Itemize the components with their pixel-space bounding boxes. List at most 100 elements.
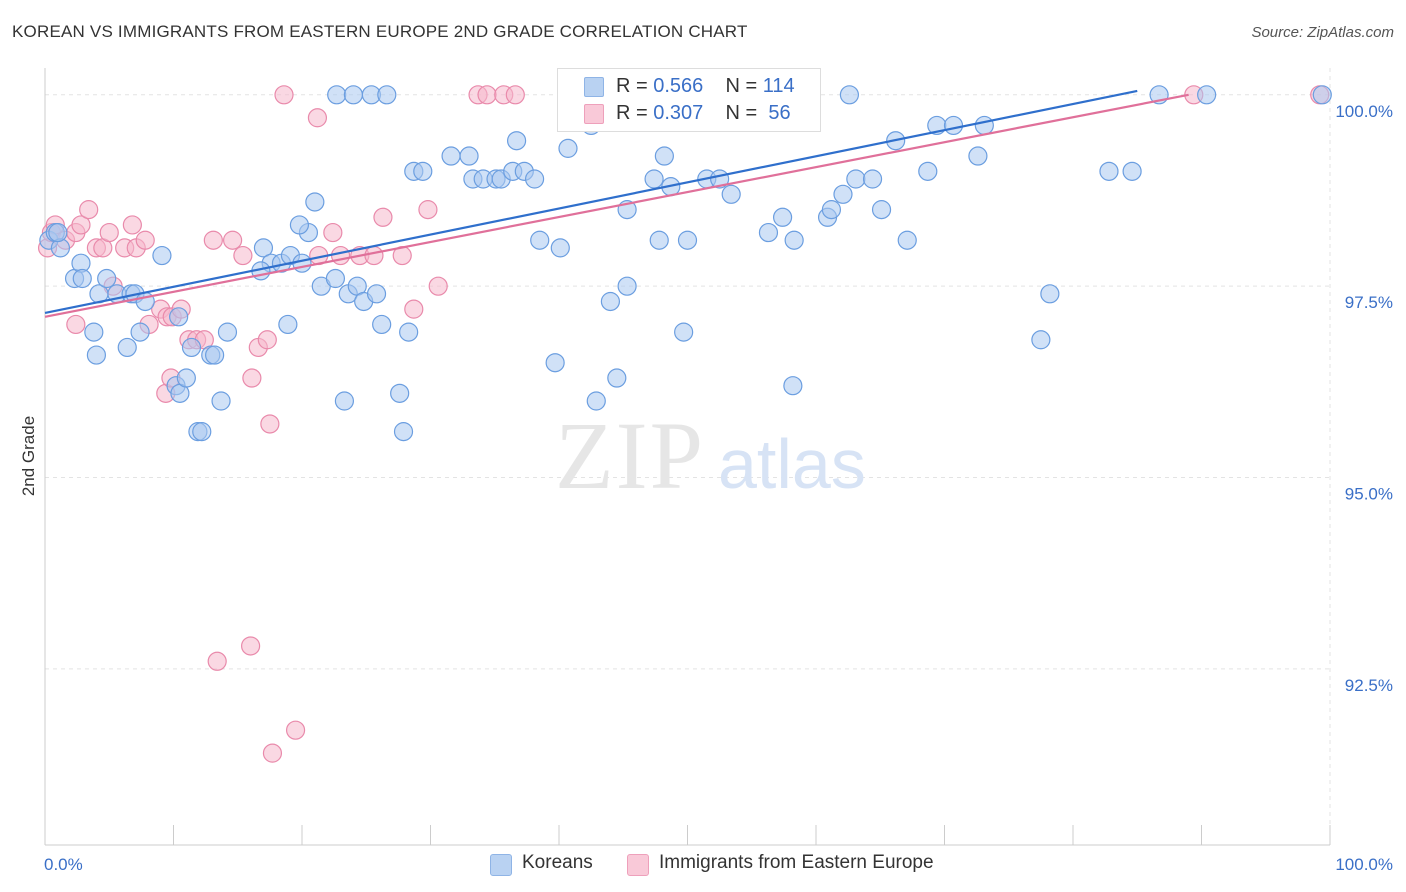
koreans-point-95 (943, 115, 964, 136)
y-tick-label-3: 100.0% (1335, 102, 1393, 121)
koreans-point-18 (169, 307, 189, 327)
legend-n-label: N = (725, 75, 763, 97)
immigrants-point-47 (207, 651, 227, 671)
koreans-point-52 (441, 146, 461, 166)
immigrants-point-40 (404, 299, 424, 319)
koreans-point-64 (558, 138, 578, 158)
koreans-point-61 (506, 131, 527, 151)
koreans-point-22 (217, 322, 238, 342)
koreans-point-67 (607, 368, 627, 388)
koreans-point-93 (918, 161, 938, 181)
immigrants-point-15 (66, 314, 86, 335)
immigrants-point-34 (323, 222, 343, 243)
koreans-point-28 (192, 422, 212, 442)
x-tick-label-max: 100.0% (1335, 855, 1393, 874)
koreans-point-23 (211, 391, 231, 411)
koreans-point-92 (897, 230, 917, 250)
legend-r-value: 0.307 (653, 102, 704, 124)
y-axis-title: 2nd Grade (19, 416, 38, 496)
koreans-point-21 (205, 345, 225, 365)
koreans-point-16 (130, 322, 150, 342)
koreans-point-45 (325, 268, 346, 289)
legend-r-label: R = (616, 75, 654, 97)
koreans-point-3 (48, 222, 68, 243)
immigrants-point-30 (257, 330, 277, 350)
koreans-point-81 (758, 222, 779, 243)
koreans-point-43 (366, 284, 387, 304)
immigrants-point-37 (364, 245, 384, 266)
koreans-point-100 (1099, 161, 1119, 181)
koreans-point-51 (413, 161, 433, 181)
koreans-point-17 (152, 245, 172, 266)
koreans-point-113 (1312, 85, 1332, 105)
koreans-point-29 (253, 238, 274, 258)
koreans-point-62 (530, 230, 550, 250)
koreans-point-35 (292, 253, 312, 273)
immigrants-point-32 (260, 414, 280, 434)
immigrants-point-51 (274, 85, 294, 105)
legend-r-label: R = (616, 102, 654, 124)
immigrants-point-9 (99, 222, 119, 243)
koreans-point-19 (181, 337, 202, 358)
legend-r-value: 0.566 (653, 75, 704, 97)
koreans-point-69 (600, 291, 621, 312)
immigrants-point-12 (122, 215, 142, 235)
koreans-point-74 (654, 146, 674, 166)
koreans-point-37 (289, 215, 310, 235)
koreans-point-83 (784, 230, 804, 250)
immigrants-point-44 (477, 85, 497, 105)
koreans-point-82 (772, 207, 793, 227)
koreans-point-13 (84, 322, 104, 342)
koreans-point-70 (617, 276, 637, 296)
koreans-point-96 (968, 146, 988, 166)
immigrants-point-6 (79, 200, 99, 220)
chart-source: Source: ZipAtlas.com (1251, 24, 1394, 41)
immigrants-point-26 (203, 230, 223, 250)
koreans-point-110 (839, 85, 860, 105)
immigrants-point-28 (233, 245, 253, 266)
axis-labels: 92.5% 95.0% 97.5% 100.0% 0.0% 100.0% 2nd Grade (19, 102, 1393, 874)
x-tick-label-min: 0.0% (44, 855, 83, 874)
immigrants-point-14 (135, 230, 155, 250)
legend-swatch-blue (584, 77, 604, 97)
legend-n-value: 56 (768, 102, 791, 124)
koreans-point-44 (372, 314, 392, 335)
legend-text-immigrants: R = 0.307 N = 56 (616, 102, 791, 125)
watermark-zip: ZIP (555, 402, 705, 509)
immigrants-point-27 (223, 230, 243, 250)
immigrants-point-49 (262, 743, 283, 763)
koreans-point-77 (674, 322, 694, 342)
correlation-legend: R = 0.566 N = 114 R = 0.307 N = 56 (557, 68, 821, 132)
koreans-point-49 (399, 322, 419, 342)
series-label-immigrants: Immigrants from Eastern Europe (659, 852, 934, 873)
legend-n-value: 114 (762, 75, 795, 97)
immigrants-point-42 (428, 276, 448, 296)
koreans-trend-line (44, 89, 1138, 315)
koreans-point-48 (393, 422, 414, 442)
koreans-point-76 (677, 230, 698, 250)
koreans-point-90 (871, 200, 892, 220)
koreans-point-88 (846, 169, 866, 189)
koreans-point-14 (86, 345, 107, 365)
chart-title: KOREAN VS IMMIGRANTS FROM EASTERN EUROPE… (12, 22, 748, 41)
immigrants-point-52 (307, 108, 328, 128)
immigrants-trend-line (44, 93, 1189, 318)
koreans-point-97 (974, 115, 994, 136)
y-tick-label-2: 97.5% (1345, 293, 1393, 312)
koreans-point-15 (117, 337, 137, 358)
immigrants-point-48 (241, 636, 261, 656)
series-swatch-blue (490, 854, 512, 876)
koreans-point-60 (524, 169, 545, 189)
koreans-point-53 (459, 146, 479, 166)
koreans-point-63 (550, 238, 570, 258)
koreans-point-47 (390, 383, 410, 403)
koreans-point-87 (833, 184, 853, 204)
immigrants-point-50 (285, 720, 306, 740)
koreans-point-105 (377, 85, 397, 105)
series-label-koreans: Koreans (522, 852, 593, 873)
legend-n-label: N = (725, 102, 763, 124)
koreans-point-72 (644, 169, 664, 189)
y-tick-label-1: 95.0% (1345, 485, 1393, 504)
koreans-point-103 (343, 85, 363, 105)
koreans-point-8 (97, 268, 117, 289)
